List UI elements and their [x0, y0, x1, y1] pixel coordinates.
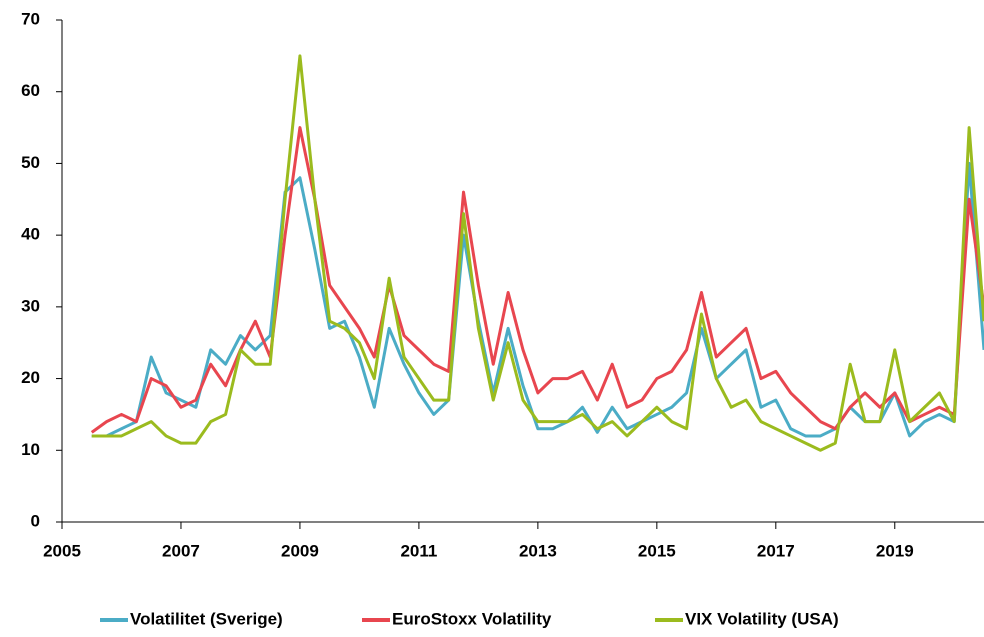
- series-line: [90, 126, 984, 434]
- legend-label: Volatilitet (Sverige): [130, 609, 283, 628]
- x-tick-label: 2013: [519, 541, 557, 560]
- y-tick-label: 60: [21, 81, 40, 100]
- y-tick-label: 0: [31, 511, 40, 530]
- y-tick-label: 40: [21, 225, 40, 244]
- x-tick-label: 2019: [876, 541, 914, 560]
- x-tick-label: 2005: [43, 541, 81, 560]
- series-line: [91, 54, 984, 452]
- y-tick-label: 30: [21, 296, 40, 315]
- legend-label: VIX Volatility (USA): [685, 609, 839, 628]
- y-tick-label: 50: [21, 153, 40, 172]
- x-tick-label: 2017: [757, 541, 795, 560]
- y-tick-label: 10: [21, 440, 40, 459]
- y-tick-label: 70: [21, 9, 40, 28]
- series-line: [91, 161, 984, 438]
- x-tick-label: 2011: [400, 541, 437, 560]
- y-tick-label: 20: [21, 368, 40, 387]
- x-tick-label: 2007: [162, 541, 200, 560]
- x-tick-label: 2015: [638, 541, 676, 560]
- legend-label: EuroStoxx Volatility: [392, 609, 552, 628]
- x-tick-label: 2009: [281, 541, 319, 560]
